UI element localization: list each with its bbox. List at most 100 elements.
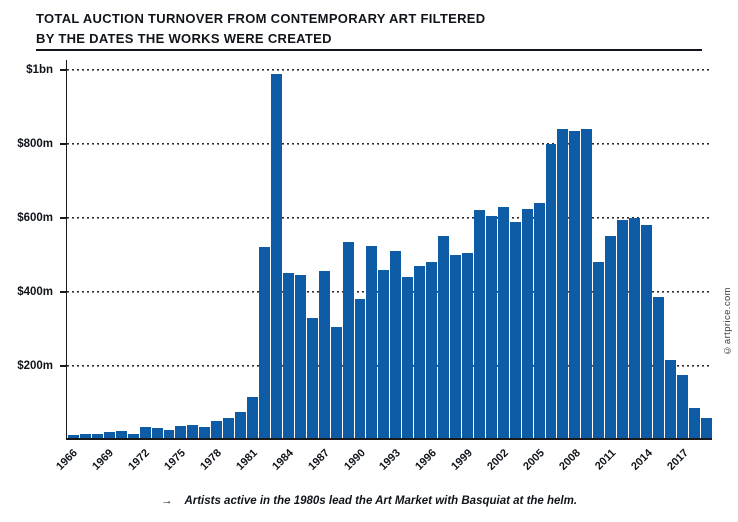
x-axis-label-1990: 1990 <box>341 447 368 473</box>
bar-1991 <box>366 246 378 438</box>
x-axis-label-1978: 1978 <box>198 447 225 473</box>
x-axis-label-1993: 1993 <box>377 447 404 473</box>
artprice-watermark: ©artprice.com <box>722 287 733 356</box>
bar-1986 <box>306 318 318 438</box>
bar-1968 <box>91 434 103 438</box>
bar-1989 <box>342 242 354 438</box>
y-axis-tick-400 <box>60 291 66 293</box>
bar-1981 <box>247 397 258 438</box>
x-axis-label-1996: 1996 <box>413 447 440 473</box>
bar-1969 <box>103 432 115 438</box>
bar-1985 <box>294 275 306 438</box>
bar-1982 <box>259 247 270 438</box>
gridline-200 <box>67 365 712 367</box>
x-axis-label-2002: 2002 <box>485 447 512 473</box>
bar-1976 <box>187 425 199 438</box>
bar-2005 <box>533 203 545 438</box>
bar-2011 <box>605 236 617 438</box>
y-axis-label-400: $400m <box>17 286 53 298</box>
x-axis-label-1975: 1975 <box>162 447 189 473</box>
bar-1997 <box>438 236 449 438</box>
gridline-600 <box>67 217 712 219</box>
y-axis-tick-600 <box>60 217 66 219</box>
chart-title-line2: BY THE DATES THE WORKS WERE CREATED <box>36 30 332 46</box>
bar-1971 <box>127 434 139 438</box>
bar-2012 <box>617 220 629 438</box>
bar-1966 <box>68 435 79 438</box>
bar-1975 <box>175 426 187 438</box>
gridline-800 <box>67 143 712 145</box>
gridline-1000 <box>67 69 712 71</box>
bar-1999 <box>461 253 473 438</box>
bar-1967 <box>79 434 91 438</box>
chart-caption: → Artists active in the 1980s lead the Ar… <box>0 495 738 507</box>
bar-1995 <box>414 266 426 438</box>
y-axis-tick-1000 <box>60 69 66 71</box>
bar-1972 <box>139 427 151 438</box>
bar-2010 <box>593 262 605 438</box>
arrow-right-icon: → <box>160 495 173 507</box>
bar-1994 <box>402 277 414 438</box>
bar-2006 <box>545 144 557 438</box>
bar-1973 <box>151 428 163 438</box>
x-axis-label-1969: 1969 <box>90 447 117 473</box>
x-axis-label-2017: 2017 <box>664 447 691 473</box>
x-axis-label-1987: 1987 <box>305 447 332 473</box>
y-axis-tick-200 <box>60 365 66 367</box>
bar-2008 <box>569 131 581 438</box>
bar-2001 <box>485 216 497 438</box>
x-axis-labels: 1966 1969 1972 1975 1978 1981 1984 1987 1990 1993… <box>55 443 712 493</box>
bars-layer <box>68 60 712 438</box>
x-axis-label-2014: 2014 <box>628 447 655 473</box>
title-divider <box>36 49 702 51</box>
bar-2017 <box>676 375 688 438</box>
bar-1996 <box>426 262 438 438</box>
bar-1977 <box>199 427 211 438</box>
bar-1993 <box>390 251 402 438</box>
caption-text: Artists active in the 1980s lead the Art… <box>184 495 578 507</box>
bar-1990 <box>354 299 366 438</box>
x-axis-label-1966: 1966 <box>54 447 81 473</box>
bar-2019 <box>700 418 712 438</box>
chart-title-line1: TOTAL AUCTION TURNOVER FROM CONTEMPORARY… <box>36 11 486 26</box>
x-axis-label-1981: 1981 <box>234 447 260 473</box>
x-axis-label-2011: 2011 <box>593 447 619 473</box>
bar-1974 <box>163 430 175 438</box>
bar-1992 <box>378 270 390 438</box>
plot-area <box>60 60 712 440</box>
bar-2013 <box>629 218 640 438</box>
y-axis-labels: $1bn $800m $600m $400m $200m <box>0 60 60 440</box>
x-axis-label-2005: 2005 <box>521 447 548 473</box>
bar-1987 <box>318 271 330 438</box>
y-axis-label-200: $200m <box>17 360 53 372</box>
y-axis-label-800: $800m <box>17 138 53 150</box>
bar-1988 <box>330 327 342 438</box>
bar-1983 <box>270 74 282 438</box>
x-axis-label-1999: 1999 <box>449 447 476 473</box>
bar-1978 <box>211 421 223 438</box>
gridline-400 <box>67 291 712 293</box>
chart-title: TOTAL AUCTION TURNOVER FROM CONTEMPORARY… <box>36 9 485 48</box>
x-axis-label-2008: 2008 <box>557 447 583 473</box>
bar-2004 <box>521 209 533 438</box>
bar-2016 <box>664 360 676 438</box>
y-axis-label-1000: $1bn <box>26 64 53 76</box>
bar-1979 <box>223 418 235 438</box>
bar-2002 <box>497 207 509 438</box>
bar-1970 <box>115 431 127 438</box>
bar-2018 <box>688 408 700 438</box>
bar-2000 <box>473 210 485 438</box>
x-axis-label-1972: 1972 <box>126 447 153 473</box>
bar-1980 <box>235 412 247 438</box>
bar-1984 <box>282 273 294 438</box>
y-axis-tick-800 <box>60 143 66 145</box>
x-axis-label-1984: 1984 <box>269 447 296 473</box>
bar-2014 <box>641 225 652 438</box>
bar-2009 <box>581 129 593 438</box>
bar-2015 <box>652 297 664 438</box>
bar-2003 <box>509 222 521 438</box>
bar-1998 <box>450 255 461 438</box>
bar-2007 <box>557 129 569 438</box>
y-axis-label-600: $600m <box>17 212 53 224</box>
